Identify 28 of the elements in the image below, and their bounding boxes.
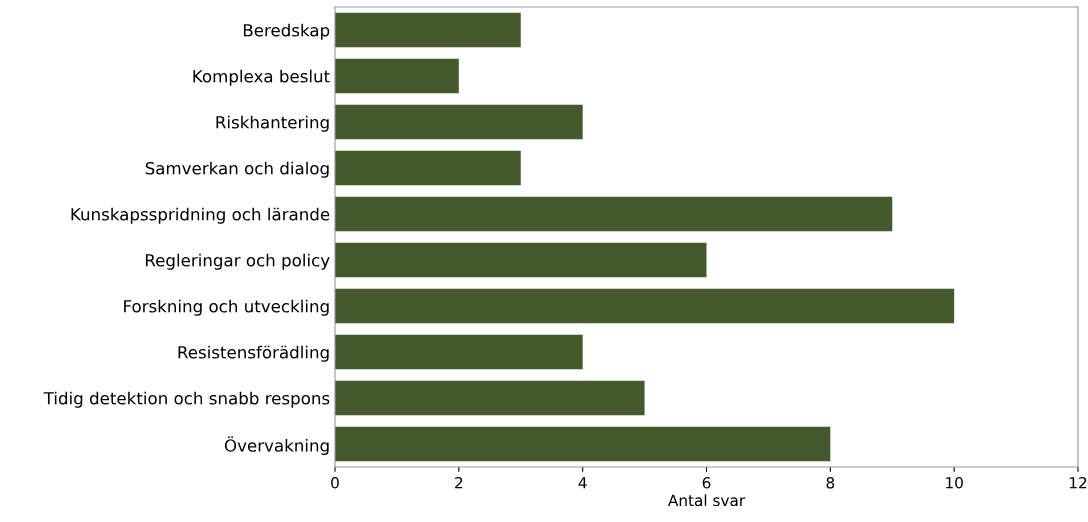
y-tick-label: Regleringar och policy xyxy=(145,253,330,270)
x-tick-label: 6 xyxy=(702,476,711,489)
y-tick-label: Samverkan och dialog xyxy=(145,161,329,178)
bar xyxy=(335,104,583,140)
y-tick-label: Forskning och utveckling xyxy=(124,299,329,316)
bar xyxy=(335,334,583,370)
x-tick-label: 0 xyxy=(331,476,339,489)
bar xyxy=(335,426,831,462)
y-tick-label: Tidig detektion och snabb respons xyxy=(43,391,330,408)
x-tick-label: 10 xyxy=(946,476,963,489)
bar xyxy=(335,12,521,48)
bar xyxy=(335,242,707,278)
x-tick-label: 2 xyxy=(455,476,463,489)
y-tick-label: Beredskap xyxy=(243,23,330,40)
bar xyxy=(335,288,955,324)
y-tick-label: Övervakning xyxy=(224,436,329,456)
bar xyxy=(335,58,459,94)
y-tick-label: Riskhantering xyxy=(216,115,329,132)
x-tick-label: 8 xyxy=(826,476,835,489)
y-tick-label: Resistensförädling xyxy=(178,345,329,362)
bar xyxy=(335,380,645,416)
x-axis-title: Antal svar xyxy=(668,494,746,507)
y-tick-label: Kunskapsspridning och lärande xyxy=(71,207,330,224)
bar xyxy=(335,196,893,232)
bar xyxy=(335,150,521,186)
y-tick-label: Komplexa beslut xyxy=(193,69,330,86)
x-tick-label: 4 xyxy=(578,477,587,489)
x-tick-label: 12 xyxy=(1069,476,1087,489)
